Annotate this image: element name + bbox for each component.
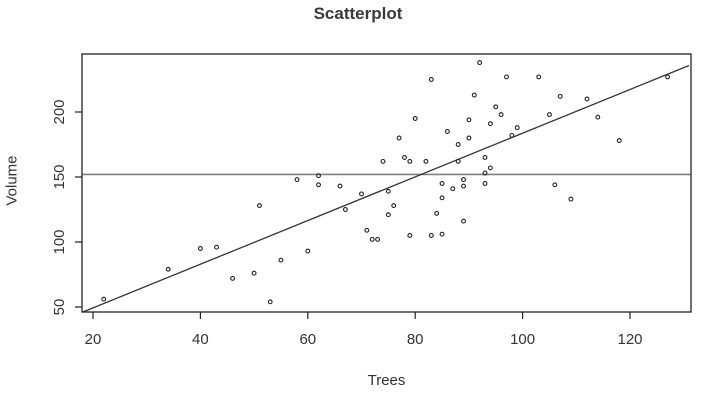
data-point bbox=[466, 117, 472, 123]
chart-title: Scatterplot bbox=[313, 4, 403, 23]
data-point bbox=[455, 142, 461, 147]
data-points bbox=[101, 60, 671, 305]
y-tick-label: 200 bbox=[51, 99, 68, 124]
data-point bbox=[568, 196, 574, 202]
data-point bbox=[498, 112, 504, 118]
data-point bbox=[316, 182, 321, 188]
y-tick-label: 50 bbox=[51, 299, 68, 316]
data-point bbox=[482, 170, 488, 176]
data-point bbox=[487, 165, 493, 171]
data-point bbox=[595, 114, 601, 120]
data-point bbox=[364, 227, 370, 233]
data-point bbox=[461, 183, 466, 189]
data-point bbox=[428, 233, 434, 238]
data-point bbox=[359, 191, 364, 197]
data-point bbox=[557, 93, 563, 99]
data-point bbox=[428, 77, 434, 82]
data-point bbox=[466, 135, 472, 141]
data-point bbox=[316, 173, 321, 179]
regression-line bbox=[82, 64, 690, 312]
data-point bbox=[504, 74, 509, 80]
x-tick-label: 60 bbox=[299, 331, 316, 348]
data-point bbox=[385, 212, 391, 218]
data-point bbox=[616, 138, 622, 144]
data-point bbox=[391, 203, 397, 209]
data-point bbox=[375, 236, 381, 242]
data-point bbox=[665, 74, 671, 80]
data-point bbox=[305, 248, 311, 254]
data-point bbox=[471, 92, 477, 98]
data-point bbox=[407, 158, 413, 164]
data-point bbox=[477, 60, 483, 66]
x-tick-label: 80 bbox=[407, 331, 424, 348]
data-point bbox=[552, 182, 558, 188]
data-point bbox=[450, 186, 456, 192]
data-point bbox=[407, 233, 413, 238]
data-point bbox=[165, 266, 171, 272]
data-point bbox=[101, 296, 107, 302]
axes: 20 40 60 80 100 120 50 100 150 200 bbox=[51, 99, 643, 348]
data-point bbox=[369, 236, 375, 242]
data-point bbox=[197, 246, 203, 251]
data-point bbox=[584, 96, 590, 102]
data-point bbox=[514, 125, 520, 131]
data-point bbox=[461, 177, 466, 183]
fit-lines bbox=[82, 64, 691, 312]
data-point bbox=[536, 74, 542, 80]
data-point bbox=[444, 129, 450, 134]
data-point bbox=[509, 132, 515, 138]
x-tick-label: 20 bbox=[85, 331, 102, 348]
x-tick-label: 100 bbox=[510, 331, 535, 348]
data-point bbox=[257, 203, 262, 209]
data-point bbox=[461, 218, 466, 224]
data-point bbox=[455, 158, 461, 164]
x-tick-label: 120 bbox=[617, 331, 642, 348]
x-tick-label: 40 bbox=[192, 331, 209, 348]
y-tick-label: 150 bbox=[51, 164, 68, 189]
data-point bbox=[380, 158, 386, 164]
y-tick-label: 100 bbox=[51, 229, 68, 254]
data-point bbox=[439, 181, 445, 186]
data-point bbox=[482, 155, 488, 160]
data-point bbox=[385, 188, 391, 194]
x-axis-label: Trees bbox=[367, 372, 406, 389]
plot-frame bbox=[81, 53, 692, 313]
data-point bbox=[423, 158, 429, 164]
data-point bbox=[402, 155, 407, 160]
data-point bbox=[412, 116, 418, 121]
data-point bbox=[337, 183, 343, 189]
data-point bbox=[439, 195, 445, 201]
data-point bbox=[214, 244, 219, 250]
data-point bbox=[342, 207, 348, 212]
data-point bbox=[439, 231, 445, 237]
data-point bbox=[487, 121, 493, 127]
data-point bbox=[230, 275, 236, 281]
data-point bbox=[251, 270, 257, 276]
data-point bbox=[294, 177, 300, 183]
data-point bbox=[278, 257, 284, 263]
data-point bbox=[546, 112, 552, 118]
data-point bbox=[493, 104, 499, 110]
data-point bbox=[267, 299, 273, 305]
data-point bbox=[434, 210, 440, 216]
data-point bbox=[396, 135, 402, 141]
data-point bbox=[482, 181, 488, 186]
